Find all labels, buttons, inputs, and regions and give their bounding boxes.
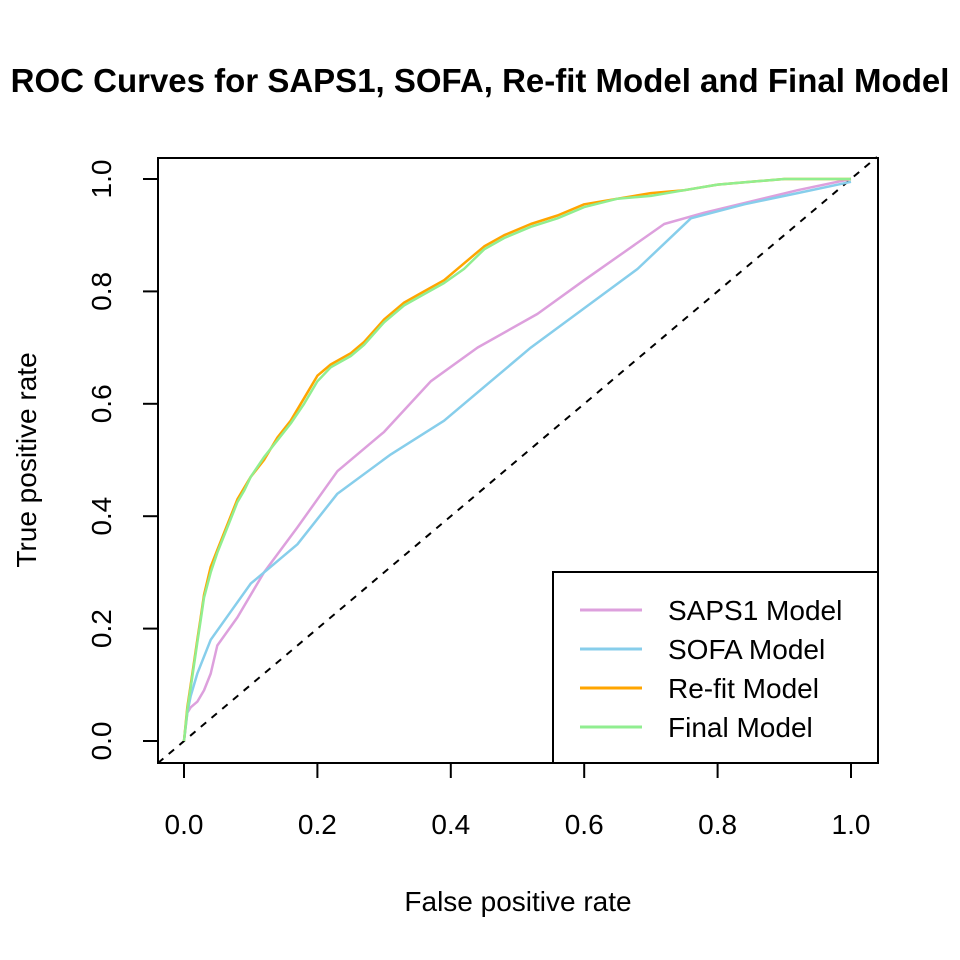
x-axis-label: False positive rate	[404, 886, 631, 917]
x-tick-label: 0.0	[165, 809, 204, 840]
y-axis: 0.0 0.2 0.4 0.6 0.8 1.0	[86, 160, 158, 761]
legend-label: Final Model	[668, 712, 813, 743]
series-layer	[182, 177, 852, 742]
x-tick-label: 0.2	[298, 809, 337, 840]
x-tick-label: 0.8	[698, 809, 737, 840]
chart-title: ROC Curves for SAPS1, SOFA, Re-fit Model…	[11, 62, 950, 99]
y-tick-label: 0.2	[86, 609, 117, 648]
x-tick-label: 0.6	[565, 809, 604, 840]
x-tick-label: 1.0	[832, 809, 871, 840]
y-tick-label: 1.0	[86, 160, 117, 199]
y-tick-label: 0.0	[86, 722, 117, 761]
legend-label: Re-fit Model	[668, 673, 819, 704]
legend-label: SAPS1 Model	[668, 595, 842, 626]
y-tick-label: 0.4	[86, 497, 117, 536]
legend-label: SOFA Model	[668, 634, 825, 665]
y-axis-label: True positive rate	[11, 352, 42, 567]
plot-frame	[157, 157, 879, 764]
reference-diagonal-line	[157, 156, 878, 764]
y-tick-label: 0.8	[86, 272, 117, 311]
legend: SAPS1 Model SOFA Model Re-fit Model Final M…	[552, 571, 879, 764]
y-tick-label: 0.6	[86, 384, 117, 423]
series-line-saps1-model	[182, 177, 852, 742]
x-axis: 0.0 0.2 0.4 0.6 0.8 1.0	[165, 763, 871, 840]
x-tick-label: 0.4	[431, 809, 470, 840]
legend-box	[552, 571, 879, 764]
series-line-sofa-model	[182, 180, 852, 742]
series-line-final-model	[182, 177, 851, 742]
